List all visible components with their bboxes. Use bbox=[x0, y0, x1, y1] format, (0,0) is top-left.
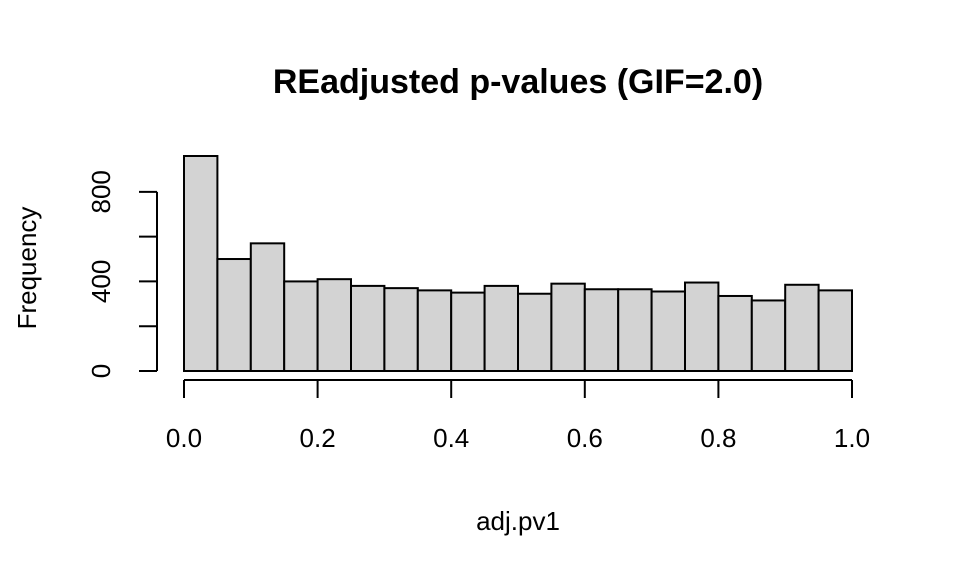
x-tick-label: 0.8 bbox=[700, 423, 736, 453]
chart-title: REadjusted p-values (GIF=2.0) bbox=[273, 63, 763, 101]
y-axis-label: Frequency bbox=[12, 207, 42, 330]
histogram-bar bbox=[283, 280, 319, 372]
histogram-bar bbox=[450, 291, 486, 373]
histogram-bar bbox=[617, 288, 653, 373]
bars-group bbox=[183, 155, 853, 373]
histogram-bar bbox=[517, 292, 553, 372]
histogram-bar bbox=[684, 281, 720, 373]
histogram-bar bbox=[316, 278, 353, 373]
histogram-bar bbox=[750, 299, 787, 372]
histogram-bar bbox=[383, 287, 419, 372]
histogram-bar bbox=[183, 155, 219, 372]
x-tick-label: 0.6 bbox=[567, 423, 603, 453]
y-tick-label: 800 bbox=[86, 170, 116, 213]
histogram-bar bbox=[784, 283, 820, 372]
histogram-bar bbox=[650, 290, 686, 372]
x-axis-label: adj.pv1 bbox=[476, 506, 560, 536]
x-tick-label: 0.0 bbox=[166, 423, 202, 453]
histogram-bar bbox=[416, 289, 453, 372]
histogram-bar bbox=[717, 294, 753, 373]
histogram-bar bbox=[350, 284, 386, 373]
histogram-bar bbox=[216, 258, 252, 373]
x-tick-label: 0.2 bbox=[300, 423, 336, 453]
y-tick-label: 400 bbox=[86, 260, 116, 303]
y-tick-label: 0 bbox=[86, 364, 116, 378]
histogram-bar bbox=[550, 282, 586, 372]
y-axis: 0 400 800 bbox=[86, 170, 158, 378]
histogram-bar bbox=[583, 288, 620, 373]
histogram-bar bbox=[483, 284, 520, 373]
x-tick-label: 0.4 bbox=[433, 423, 469, 453]
x-axis: 0.0 0.2 0.4 0.6 0.8 1.0 bbox=[166, 379, 870, 453]
histogram-bar bbox=[249, 242, 286, 372]
x-tick-label: 1.0 bbox=[834, 423, 870, 453]
histogram-bar bbox=[817, 289, 853, 372]
